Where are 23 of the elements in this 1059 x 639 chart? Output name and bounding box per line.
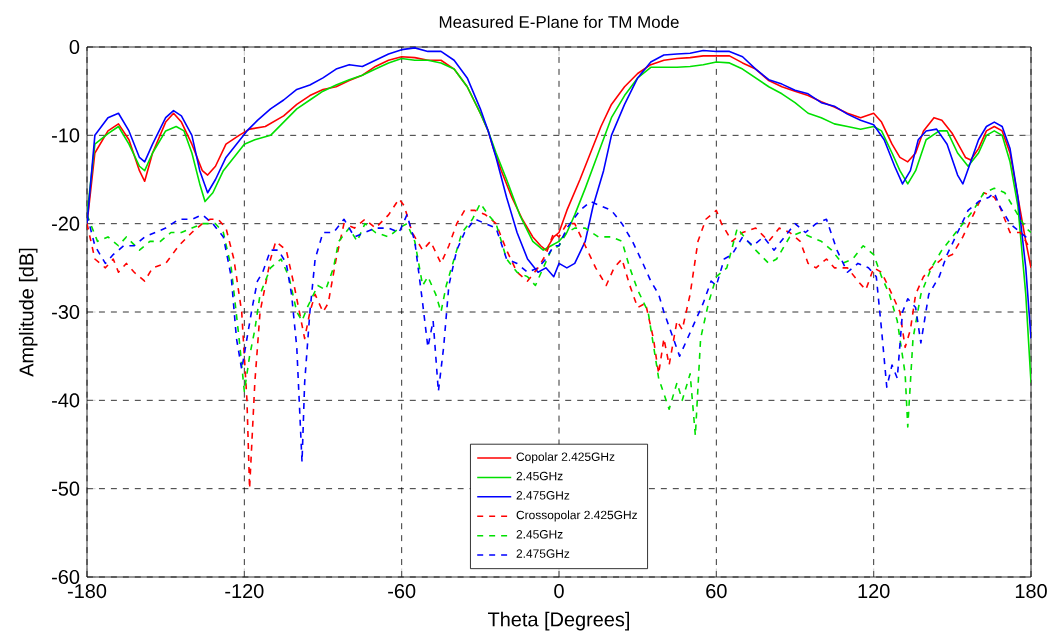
- y-tick-label: -60: [52, 569, 80, 585]
- x-tick-label: 0: [554, 584, 564, 599]
- x-axis-title: Theta [Degrees]: [488, 611, 629, 631]
- x-tick-label: 180: [1015, 584, 1047, 599]
- y-tick-label: -40: [52, 393, 80, 408]
- x-tick-label: -120: [225, 584, 264, 599]
- x-tick-label: 60: [706, 584, 727, 599]
- y-axis-title: Amplitude [dB]: [18, 248, 38, 377]
- chart-title: Measured E-Plane for TM Mode: [439, 15, 679, 28]
- x-tick-label: -180: [67, 584, 107, 599]
- y-tick-label: -50: [52, 481, 80, 496]
- x-tick-label: 120: [858, 584, 890, 599]
- y-tick-label: 0: [69, 39, 80, 55]
- y-tick-label: -20: [52, 216, 80, 231]
- y-tick-label: -30: [52, 304, 80, 320]
- legend-label: 2.45GHz: [516, 471, 563, 481]
- y-tick-label: -10: [52, 128, 80, 143]
- legend-label: 2.475GHz: [516, 491, 570, 500]
- x-tick-label: -60: [388, 584, 416, 599]
- legend-label: Copolar 2.425GHz: [516, 452, 615, 464]
- legend-label: 2.475GHz: [516, 549, 570, 558]
- legend-label: 2.45GHz: [516, 530, 563, 539]
- legend-label: Crossopolar 2.425GHz: [516, 510, 637, 522]
